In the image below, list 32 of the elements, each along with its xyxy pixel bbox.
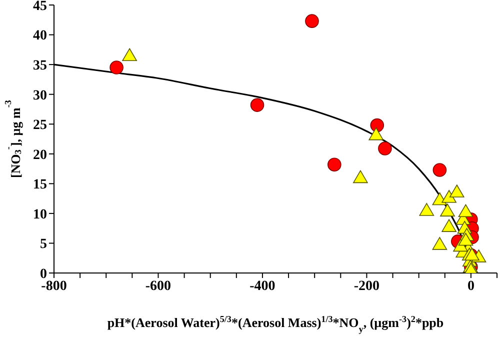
point (122, 48, 137, 62)
point (449, 184, 464, 198)
point (327, 158, 342, 172)
point (368, 127, 384, 140)
x-tick-label: 0 (467, 278, 474, 294)
y-tick-label: 25 (33, 118, 47, 134)
point (370, 118, 384, 132)
y-tick-label: 35 (33, 58, 47, 74)
y-tick-label: 15 (33, 178, 47, 193)
x-tick-label: -600 (145, 278, 172, 294)
y-tick-label: 40 (33, 28, 47, 44)
y-tick-label: 45 (33, 0, 47, 14)
point (442, 190, 456, 203)
point (353, 170, 368, 184)
point (432, 163, 447, 177)
point (442, 219, 456, 232)
point (458, 232, 474, 246)
text: pH*(Aerosol Water)$^{5/3}$*(Aerosol Mass)$^{1/3}$*NO$_{y}$, (µgm$^{-3}$)$^{2}$*ppb (107, 314, 444, 334)
y-tick-label: 10 (33, 207, 47, 222)
y-tick-label: 20 (33, 148, 47, 163)
point (250, 98, 264, 112)
point (419, 203, 434, 216)
point (440, 204, 455, 216)
x-tick-label: -400 (250, 278, 276, 294)
point (432, 237, 448, 250)
y-tick-label: 5 (40, 237, 47, 252)
point (110, 60, 124, 74)
x-tick-label: -200 (354, 278, 380, 294)
point (458, 204, 474, 218)
point (305, 14, 319, 28)
point (378, 142, 392, 156)
y-tick-label: 30 (33, 88, 47, 104)
